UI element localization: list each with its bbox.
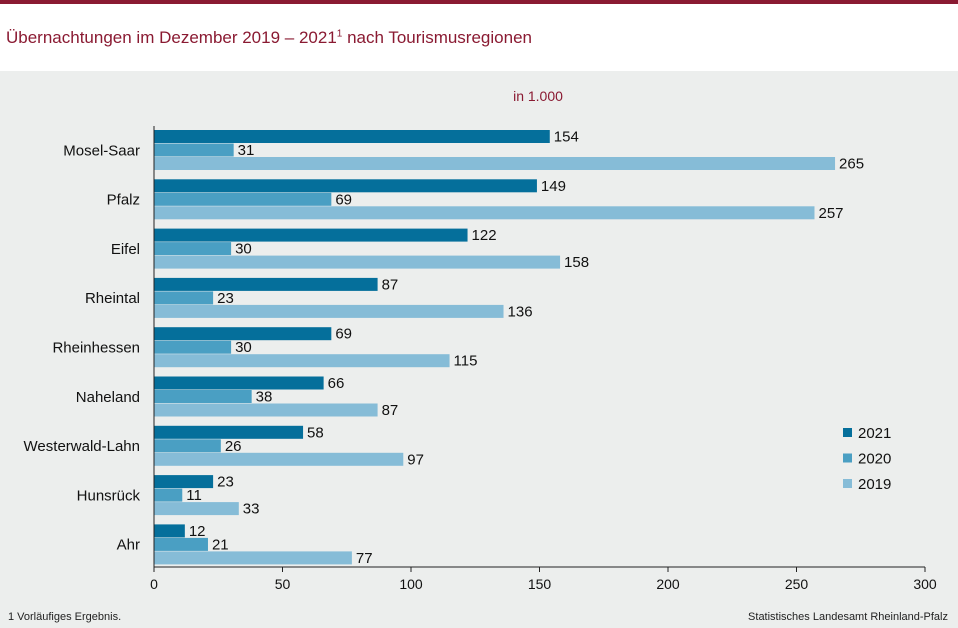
category-label: Pfalz <box>107 192 140 209</box>
bar-2019 <box>154 304 504 318</box>
data-label: 21 <box>212 536 229 553</box>
data-label: 69 <box>335 191 352 208</box>
data-label: 11 <box>186 487 202 504</box>
legend-swatch-2019 <box>843 479 852 488</box>
top-accent-bar <box>0 0 958 4</box>
bar-2020 <box>154 488 183 502</box>
source-credit: Statistisches Landesamt Rheinland-Pfalz <box>748 611 948 623</box>
x-tick-label: 300 <box>913 576 937 592</box>
data-label: 66 <box>328 375 345 392</box>
data-label: 23 <box>217 290 234 307</box>
category-label: Ahr <box>117 537 140 554</box>
bar-2021 <box>154 228 468 242</box>
legend-swatch-2020 <box>843 453 852 463</box>
bar-2019 <box>154 206 815 220</box>
data-label: 115 <box>454 353 478 370</box>
category-label: Naheland <box>76 389 140 406</box>
x-tick-label: 150 <box>528 576 552 592</box>
x-tick-label: 100 <box>399 576 423 592</box>
bar-2021 <box>154 327 332 341</box>
legend-label: 2021 <box>858 425 891 442</box>
bar-2019 <box>154 403 378 417</box>
data-label: 87 <box>382 276 399 293</box>
title-rest: nach Tourismusregionen <box>342 28 532 47</box>
data-label: 26 <box>225 438 242 455</box>
data-label: 23 <box>217 474 234 491</box>
data-label: 97 <box>407 451 424 468</box>
x-tick-label: 200 <box>656 576 680 592</box>
bar-2021 <box>154 425 304 439</box>
legend-label: 2019 <box>858 476 891 493</box>
data-label: 77 <box>356 550 373 567</box>
category-label: Eifel <box>111 241 140 258</box>
bar-2019 <box>154 452 404 466</box>
bar-2021 <box>154 130 550 143</box>
legend-label: 2020 <box>858 451 891 468</box>
unit-label: in 1.000 <box>513 88 563 104</box>
page-title: Übernachtungen im Dezember 2019 – 20211 … <box>6 28 532 48</box>
title-main: Übernachtungen im Dezember 2019 – 2021 <box>6 28 337 47</box>
bar-2021 <box>154 524 185 538</box>
data-label: 31 <box>238 142 255 159</box>
bar-2019 <box>154 157 836 170</box>
x-tick-label: 50 <box>275 576 291 592</box>
bar-2019 <box>154 255 561 269</box>
data-label: 122 <box>472 227 497 244</box>
x-tick-label: 0 <box>150 576 158 592</box>
data-label: 33 <box>243 501 260 518</box>
bar-2021 <box>154 376 324 390</box>
data-label: 136 <box>508 303 533 320</box>
bar-2020 <box>154 340 232 354</box>
bar-2020 <box>154 291 214 305</box>
data-label: 58 <box>307 424 324 441</box>
bar-2020 <box>154 143 234 157</box>
data-label: 257 <box>818 205 843 222</box>
bar-2021 <box>154 179 537 193</box>
bar-2021 <box>154 475 214 489</box>
data-label: 38 <box>256 389 273 406</box>
bar-2021 <box>154 277 378 291</box>
data-label: 158 <box>564 254 589 271</box>
data-label: 149 <box>541 178 566 195</box>
data-label: 69 <box>335 326 352 343</box>
bar-2019 <box>154 354 450 368</box>
data-label: 265 <box>839 156 864 173</box>
bar-2020 <box>154 439 221 453</box>
x-tick-label: 250 <box>785 576 809 592</box>
bar-2020 <box>154 192 332 206</box>
data-label: 30 <box>235 339 252 356</box>
header: Übernachtungen im Dezember 2019 – 20211 … <box>0 4 958 71</box>
bar-2019 <box>154 551 352 565</box>
bar-2020 <box>154 537 208 551</box>
category-label: Hunsrück <box>77 487 141 504</box>
legend-swatch-2021 <box>843 428 852 437</box>
category-label: Rheinhessen <box>52 339 140 356</box>
data-label: 87 <box>382 402 399 419</box>
bar-2020 <box>154 242 232 256</box>
title-footnote-mark: 1 <box>336 28 343 40</box>
category-label: Mosel-Saar <box>63 142 140 159</box>
category-label: Westerwald-Lahn <box>24 438 140 455</box>
bar-2020 <box>154 390 252 403</box>
data-label: 12 <box>189 523 206 540</box>
footnote: 1 Vorläufiges Ergebnis. <box>8 611 122 623</box>
category-label: Rheintal <box>85 290 140 307</box>
data-label: 30 <box>235 241 252 258</box>
data-label: 154 <box>554 129 579 146</box>
bar-2019 <box>154 502 239 516</box>
